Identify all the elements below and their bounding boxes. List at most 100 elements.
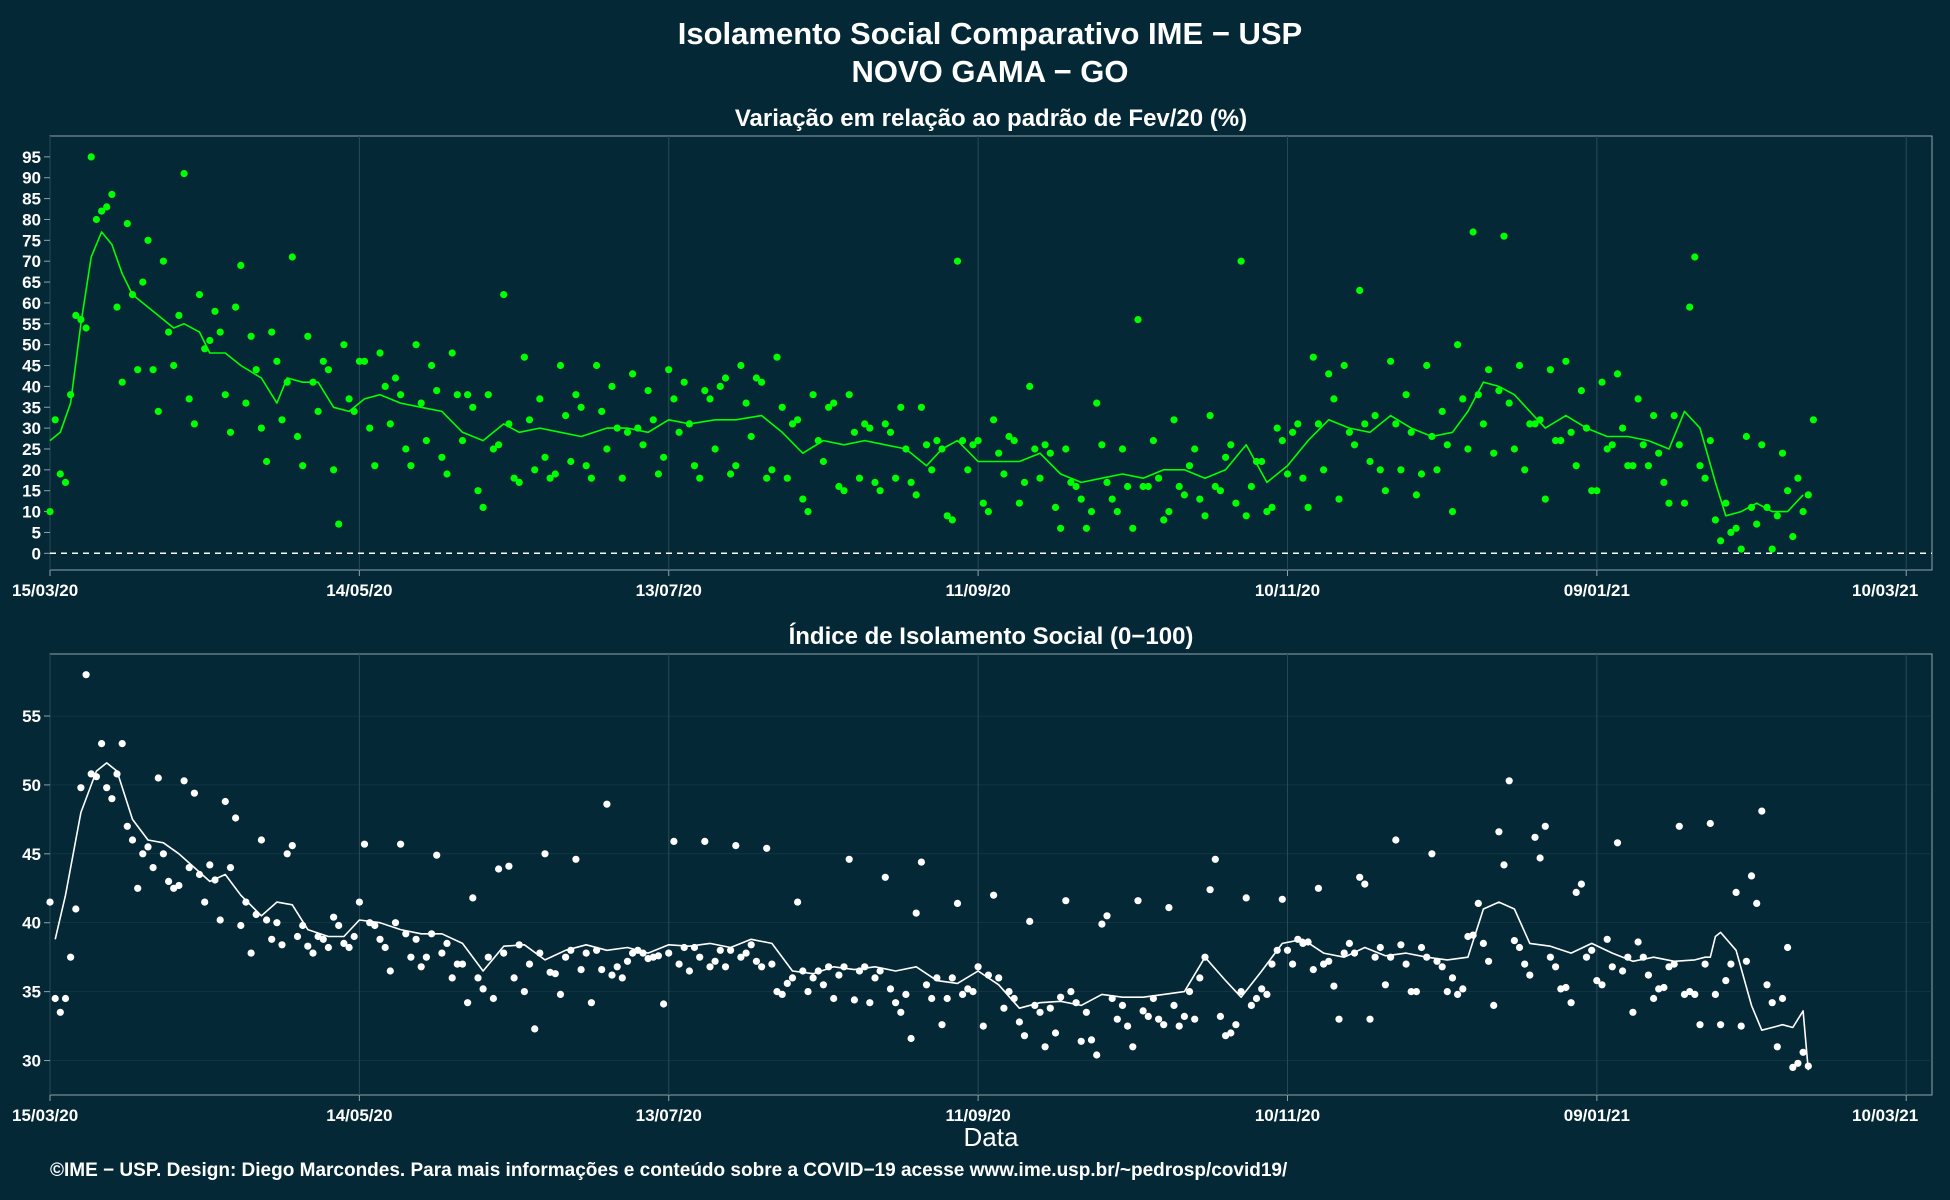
data-point bbox=[92, 215, 100, 224]
data-point bbox=[1314, 420, 1322, 428]
data-point bbox=[1753, 899, 1761, 908]
data-point bbox=[917, 858, 926, 866]
data-point bbox=[1118, 445, 1127, 453]
data-point bbox=[263, 916, 271, 924]
data-point bbox=[1799, 508, 1807, 516]
data-point bbox=[556, 990, 565, 999]
data-point bbox=[479, 503, 487, 511]
data-point bbox=[763, 474, 771, 482]
data-point bbox=[1093, 399, 1101, 407]
data-point bbox=[46, 508, 54, 516]
data-point bbox=[1026, 917, 1034, 926]
data-point bbox=[1763, 981, 1771, 989]
data-point bbox=[1727, 528, 1735, 537]
data-point bbox=[1603, 935, 1611, 943]
x-tick-label: 14/05/20 bbox=[326, 581, 392, 600]
data-point bbox=[340, 341, 348, 349]
data-point bbox=[685, 967, 694, 975]
data-point bbox=[1191, 1015, 1199, 1023]
data-point bbox=[128, 836, 137, 844]
data-point bbox=[1335, 1015, 1343, 1023]
data-point bbox=[1711, 990, 1719, 999]
data-point bbox=[1299, 474, 1307, 482]
y-tick-label: 50 bbox=[22, 776, 41, 795]
data-point bbox=[484, 953, 492, 961]
data-point bbox=[850, 428, 859, 436]
data-point bbox=[103, 784, 111, 792]
data-point bbox=[680, 378, 688, 386]
data-point bbox=[1655, 449, 1663, 457]
data-point bbox=[309, 949, 317, 957]
data-point bbox=[232, 814, 240, 822]
data-point bbox=[1134, 897, 1142, 905]
data-point bbox=[572, 391, 580, 399]
data-point bbox=[149, 864, 157, 872]
data-point bbox=[577, 966, 585, 974]
data-point bbox=[118, 740, 126, 748]
data-point bbox=[1423, 361, 1431, 370]
data-point bbox=[433, 387, 441, 395]
data-point bbox=[1051, 1029, 1060, 1037]
data-point bbox=[1505, 777, 1513, 785]
data-point bbox=[304, 942, 312, 950]
data-point bbox=[794, 898, 802, 906]
data-point bbox=[1165, 508, 1173, 516]
y-tick-label: 15 bbox=[22, 482, 41, 501]
data-point bbox=[546, 474, 554, 482]
data-point bbox=[1479, 939, 1487, 948]
data-point bbox=[1232, 499, 1240, 507]
data-point bbox=[1768, 999, 1776, 1007]
data-point bbox=[1536, 854, 1544, 862]
data-point bbox=[1005, 432, 1013, 441]
data-point bbox=[1289, 960, 1297, 968]
y-tick-label: 35 bbox=[22, 983, 41, 1002]
data-point bbox=[1077, 495, 1085, 503]
data-point bbox=[567, 457, 575, 466]
data-point bbox=[1031, 445, 1039, 453]
data-point bbox=[1629, 1008, 1637, 1016]
data-point bbox=[711, 957, 719, 965]
data-point bbox=[1474, 899, 1482, 908]
data-point bbox=[1541, 822, 1549, 830]
data-point bbox=[855, 474, 864, 482]
data-point bbox=[582, 462, 590, 470]
data-point bbox=[1660, 478, 1668, 486]
data-point bbox=[809, 974, 817, 982]
data-point bbox=[433, 851, 441, 859]
data-point bbox=[1778, 994, 1787, 1003]
data-point bbox=[1603, 445, 1611, 453]
data-point bbox=[825, 403, 833, 411]
data-point bbox=[1412, 491, 1420, 499]
data-point bbox=[1789, 1063, 1797, 1071]
data-point bbox=[1588, 487, 1596, 495]
plot-area bbox=[49, 653, 1933, 1096]
data-point bbox=[46, 898, 54, 906]
data-point bbox=[1216, 487, 1224, 495]
y-tick-label: 65 bbox=[22, 273, 41, 292]
data-point bbox=[1567, 428, 1575, 436]
data-point bbox=[159, 257, 167, 265]
data-point bbox=[1541, 495, 1549, 503]
data-point bbox=[928, 466, 936, 474]
data-point bbox=[819, 981, 828, 989]
data-point bbox=[959, 437, 967, 445]
data-point bbox=[886, 985, 895, 993]
data-point bbox=[541, 850, 549, 858]
y-tick-label: 50 bbox=[22, 336, 41, 355]
data-point bbox=[701, 387, 709, 395]
data-point bbox=[1155, 474, 1163, 482]
data-point bbox=[211, 307, 219, 315]
data-point bbox=[1098, 920, 1106, 928]
data-point bbox=[216, 328, 224, 336]
data-point bbox=[165, 877, 173, 886]
data-point bbox=[175, 881, 183, 890]
data-point bbox=[247, 332, 255, 340]
data-point bbox=[1113, 1015, 1121, 1023]
data-point bbox=[675, 960, 683, 968]
data-point bbox=[1443, 988, 1451, 996]
data-point bbox=[386, 420, 394, 428]
data-point bbox=[1799, 1048, 1807, 1056]
data-point bbox=[732, 462, 740, 470]
data-point bbox=[1660, 983, 1668, 992]
data-point bbox=[871, 478, 879, 486]
